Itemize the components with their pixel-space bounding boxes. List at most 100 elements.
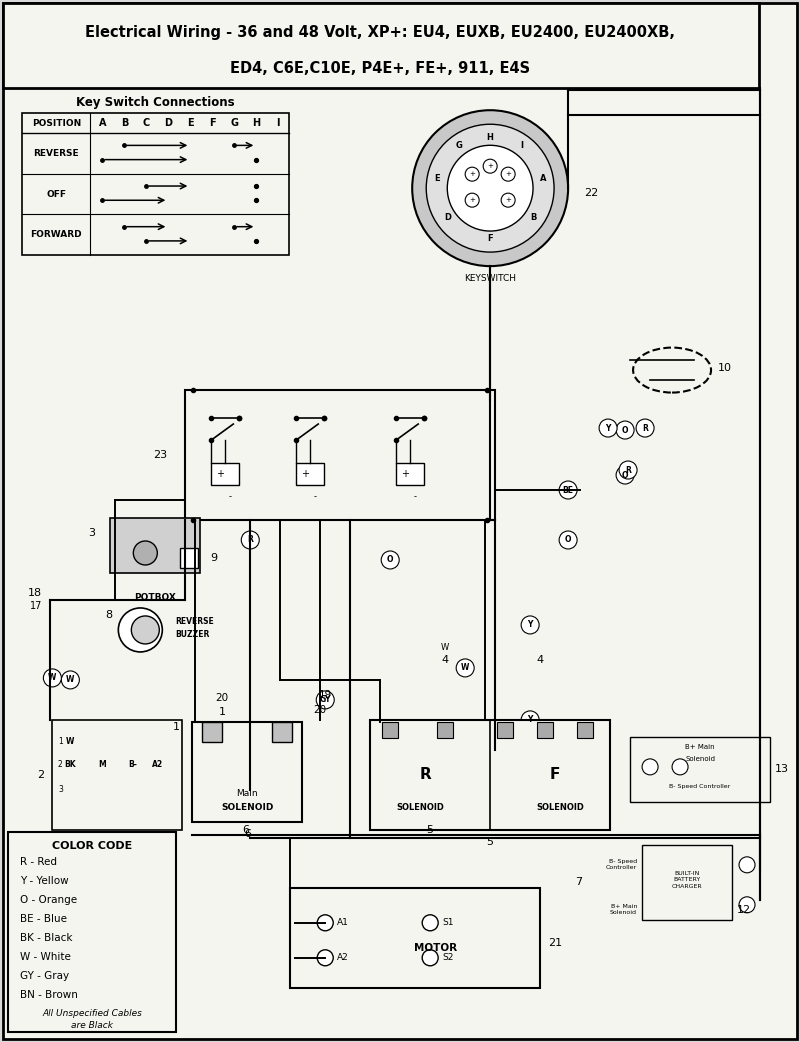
Circle shape (616, 421, 634, 439)
Bar (22, 114, 290, 255)
Text: +: + (216, 469, 224, 479)
Text: E: E (434, 174, 440, 183)
Text: +: + (506, 197, 511, 203)
Text: 2: 2 (58, 761, 62, 769)
Text: GY - Gray: GY - Gray (20, 971, 70, 981)
Text: +: + (302, 469, 310, 479)
Text: B-: B- (128, 761, 137, 769)
Text: 4: 4 (537, 655, 544, 665)
Text: C: C (142, 118, 150, 128)
Text: SOLENOID: SOLENOID (221, 803, 274, 813)
Text: G: G (455, 141, 462, 150)
Circle shape (426, 124, 554, 252)
Circle shape (412, 110, 568, 266)
Text: M: M (98, 761, 106, 769)
Bar (8, 832, 176, 1032)
Text: O: O (622, 425, 628, 435)
Circle shape (501, 193, 515, 207)
Text: F: F (487, 234, 493, 244)
Bar (290, 888, 540, 988)
Text: D: D (164, 118, 172, 128)
Text: Y: Y (527, 716, 533, 724)
Circle shape (559, 481, 577, 499)
Text: W: W (48, 673, 57, 683)
Bar (396, 463, 424, 485)
Text: SOLENOID: SOLENOID (536, 803, 584, 813)
Text: BK: BK (65, 761, 76, 769)
Text: 20: 20 (314, 704, 327, 715)
Text: 21: 21 (548, 938, 562, 948)
Text: 23: 23 (153, 450, 167, 460)
Text: A2: A2 (338, 953, 349, 962)
Circle shape (465, 193, 479, 207)
Text: W: W (441, 644, 450, 652)
Text: 4: 4 (442, 655, 449, 665)
Text: R: R (625, 466, 631, 474)
Text: G: G (230, 118, 238, 128)
Circle shape (43, 669, 62, 687)
Bar (180, 548, 198, 568)
Circle shape (316, 691, 334, 709)
Bar (370, 720, 610, 829)
Circle shape (318, 915, 334, 931)
Text: Electrical Wiring - 36 and 48 Volt, XP+: EU4, EUXB, EU2400, EU2400XB,: Electrical Wiring - 36 and 48 Volt, XP+:… (86, 25, 675, 40)
Circle shape (619, 461, 637, 479)
Text: B- Speed
Controller: B- Speed Controller (606, 860, 637, 870)
Text: -: - (414, 493, 417, 501)
Text: D: D (444, 214, 450, 222)
Circle shape (456, 659, 474, 677)
Text: BUZZER: BUZZER (175, 630, 210, 640)
Text: BUILT-IN
BATTERY
CHARGER: BUILT-IN BATTERY CHARGER (672, 871, 702, 889)
Text: 6: 6 (244, 828, 250, 839)
Bar (211, 463, 239, 485)
Text: H: H (252, 118, 260, 128)
Text: ED4, C6E,C10E, P4E+, FE+, 911, E4S: ED4, C6E,C10E, P4E+, FE+, 911, E4S (230, 60, 530, 76)
Text: O: O (565, 536, 571, 545)
Circle shape (382, 551, 399, 569)
Text: W: W (66, 738, 74, 746)
Circle shape (131, 616, 159, 644)
Text: COLOR CODE: COLOR CODE (52, 841, 133, 851)
Text: +: + (506, 171, 511, 177)
Text: F: F (550, 767, 560, 783)
Text: 20: 20 (216, 693, 229, 703)
Text: 5: 5 (486, 837, 494, 847)
Text: Key Switch Connections: Key Switch Connections (76, 96, 234, 108)
Text: Y: Y (606, 423, 610, 432)
Circle shape (599, 419, 617, 437)
Circle shape (739, 857, 755, 873)
Text: 10: 10 (718, 363, 732, 373)
Text: R: R (419, 767, 431, 783)
Bar (437, 722, 453, 738)
Text: 19: 19 (318, 690, 332, 700)
Circle shape (642, 759, 658, 775)
Text: F: F (209, 118, 216, 128)
Circle shape (521, 616, 539, 634)
Text: S2: S2 (442, 953, 454, 962)
Bar (296, 463, 324, 485)
Text: 5: 5 (426, 825, 434, 835)
Text: A: A (540, 174, 546, 183)
Text: POTBOX: POTBOX (134, 594, 176, 602)
Text: B: B (530, 214, 536, 222)
Text: +: + (470, 197, 475, 203)
Text: 7: 7 (575, 877, 582, 888)
Text: 13: 13 (775, 765, 789, 774)
Text: BN - Brown: BN - Brown (20, 990, 78, 999)
Text: KEYSWITCH: KEYSWITCH (464, 274, 516, 282)
Text: 8: 8 (106, 610, 112, 620)
Text: R - Red: R - Red (20, 857, 58, 867)
Bar (52, 720, 182, 829)
Text: B- Speed Controller: B- Speed Controller (670, 785, 730, 790)
Text: 18: 18 (28, 588, 42, 598)
Text: 12: 12 (737, 904, 751, 915)
Text: FORWARD: FORWARD (30, 230, 82, 240)
Circle shape (422, 950, 438, 966)
Text: B+ Main
Solenoid: B+ Main Solenoid (610, 904, 637, 915)
Circle shape (501, 167, 515, 181)
Text: H: H (486, 133, 494, 142)
Text: +: + (470, 171, 475, 177)
Circle shape (616, 466, 634, 485)
Circle shape (242, 531, 259, 549)
Text: R: R (247, 536, 254, 545)
